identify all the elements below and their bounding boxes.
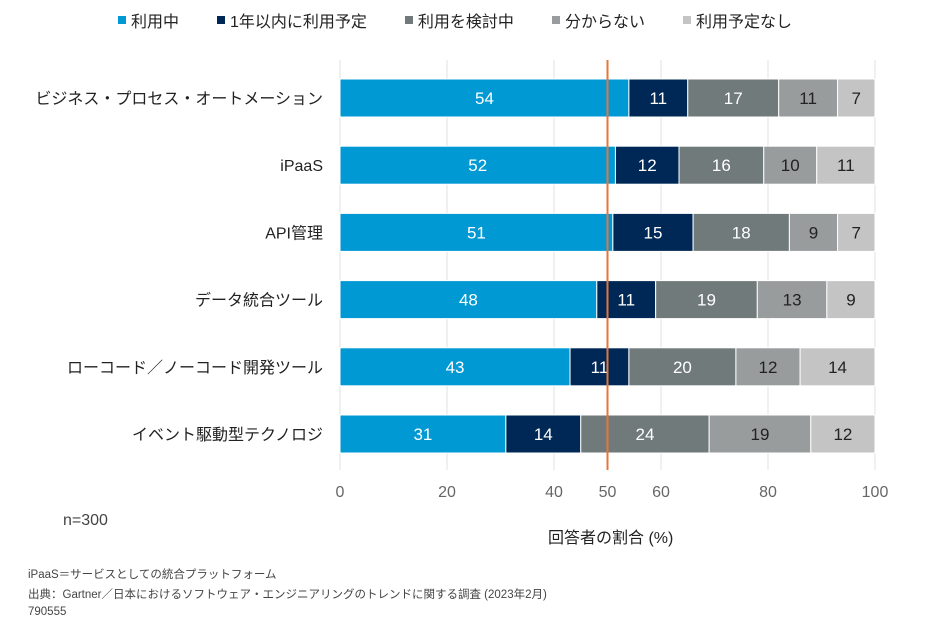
bar-segment xyxy=(763,145,818,185)
legend-swatch xyxy=(551,16,560,24)
data-label: 14 xyxy=(534,425,553,444)
data-label: 11 xyxy=(591,358,609,377)
bar-segment xyxy=(692,212,790,252)
bar-segment xyxy=(612,212,694,252)
data-label: 48 xyxy=(459,291,478,310)
bar-segment xyxy=(799,347,876,387)
footnote-definition: iPaaS＝サービスとしての統合プラットフォーム xyxy=(28,569,277,581)
legend-swatch xyxy=(682,16,691,24)
data-label: 9 xyxy=(809,223,818,242)
data-label: 51 xyxy=(467,223,486,242)
bar-segment xyxy=(826,280,876,320)
data-label: 11 xyxy=(837,156,855,175)
bar-segment xyxy=(569,347,630,387)
bar-segment xyxy=(628,78,689,118)
x-tick-label: 20 xyxy=(438,484,456,501)
data-label: 9 xyxy=(846,291,855,310)
bar-segment xyxy=(505,414,582,454)
bar-segment xyxy=(756,280,828,320)
bar-segment xyxy=(339,414,507,454)
bar-segment xyxy=(628,347,737,387)
category-label: ローコード／ノーコード開発ツール xyxy=(67,359,323,377)
data-label: 31 xyxy=(413,425,432,444)
legend-label: 1年以内に利用予定 xyxy=(230,14,367,31)
data-label: 24 xyxy=(635,425,654,444)
bar-segment xyxy=(816,145,876,185)
data-label: 12 xyxy=(759,358,778,377)
sample-size-label: n=300 xyxy=(63,512,108,529)
data-label: 13 xyxy=(783,291,802,310)
bar-segment xyxy=(580,414,710,454)
bar-segment xyxy=(655,280,758,320)
bar-segment xyxy=(339,145,616,185)
data-label: 19 xyxy=(751,425,770,444)
category-label: API管理 xyxy=(265,224,323,242)
chart-legend: 利用中 1年以内に利用予定 利用を検討中 分からない 利用予定なし xyxy=(118,8,830,32)
x-axis-title: 回答者の割合 (%) xyxy=(548,530,674,547)
bar-segment xyxy=(339,280,598,320)
category-label: ビジネス・プロセス・オートメーション xyxy=(35,90,323,108)
legend-item: 分からない xyxy=(551,8,645,32)
data-label: 14 xyxy=(828,358,847,377)
category-label: データ統合ツール xyxy=(195,291,323,310)
bar-segment xyxy=(678,145,765,185)
data-label: 7 xyxy=(852,223,861,242)
x-tick-label: 40 xyxy=(545,484,563,501)
data-label: 15 xyxy=(644,223,663,242)
data-label: 7 xyxy=(852,89,861,108)
reference-tick-label: 50 xyxy=(599,484,617,501)
data-label: 11 xyxy=(799,89,817,108)
bar-segment xyxy=(687,78,780,118)
x-tick-label: 80 xyxy=(759,484,777,501)
data-label: 20 xyxy=(673,358,692,377)
data-label: 16 xyxy=(712,156,731,175)
footnote-source: 出典：Gartner／日本におけるソフトウェア・エンジニアリングのトレンドに関す… xyxy=(28,589,547,601)
category-label: イベント駆動型テクノロジ xyxy=(132,426,323,444)
bar-segment xyxy=(810,414,876,454)
data-label: 18 xyxy=(732,223,751,242)
legend-item: 利用予定なし xyxy=(682,8,792,32)
data-label: 17 xyxy=(724,89,743,108)
legend-label: 分からない xyxy=(564,14,645,31)
x-tick-label: 60 xyxy=(652,484,670,501)
bar-segment xyxy=(837,212,876,252)
bar-segment xyxy=(837,78,876,118)
bar-segment xyxy=(788,212,839,252)
data-label: 12 xyxy=(638,156,657,175)
data-label: 54 xyxy=(475,89,494,108)
data-label: 11 xyxy=(617,291,635,310)
x-tick-label: 0 xyxy=(336,484,345,501)
legend-swatch xyxy=(404,16,413,24)
legend-label: 利用を検討中 xyxy=(417,14,514,31)
legend-item: 利用を検討中 xyxy=(404,8,514,32)
x-tick-label: 100 xyxy=(862,484,889,501)
data-label: 19 xyxy=(697,291,716,310)
data-label: 12 xyxy=(833,425,852,444)
footnote-id: 790555 xyxy=(28,606,67,618)
bar-segment xyxy=(339,347,571,387)
legend-item: 1年以内に利用予定 xyxy=(217,8,367,32)
legend-label: 利用予定なし xyxy=(695,14,792,31)
data-label: 43 xyxy=(446,358,465,377)
bar-segment xyxy=(614,145,680,185)
legend-swatch xyxy=(217,16,226,24)
bar-segment xyxy=(339,212,614,252)
legend-swatch xyxy=(118,16,126,24)
data-label: 10 xyxy=(781,156,800,175)
legend-item: 利用中 xyxy=(118,8,179,32)
data-label: 52 xyxy=(468,156,487,175)
bar-segment xyxy=(339,78,630,118)
legend-label: 利用中 xyxy=(131,14,180,31)
data-label: 11 xyxy=(649,89,667,108)
category-label: iPaaS xyxy=(280,158,323,175)
